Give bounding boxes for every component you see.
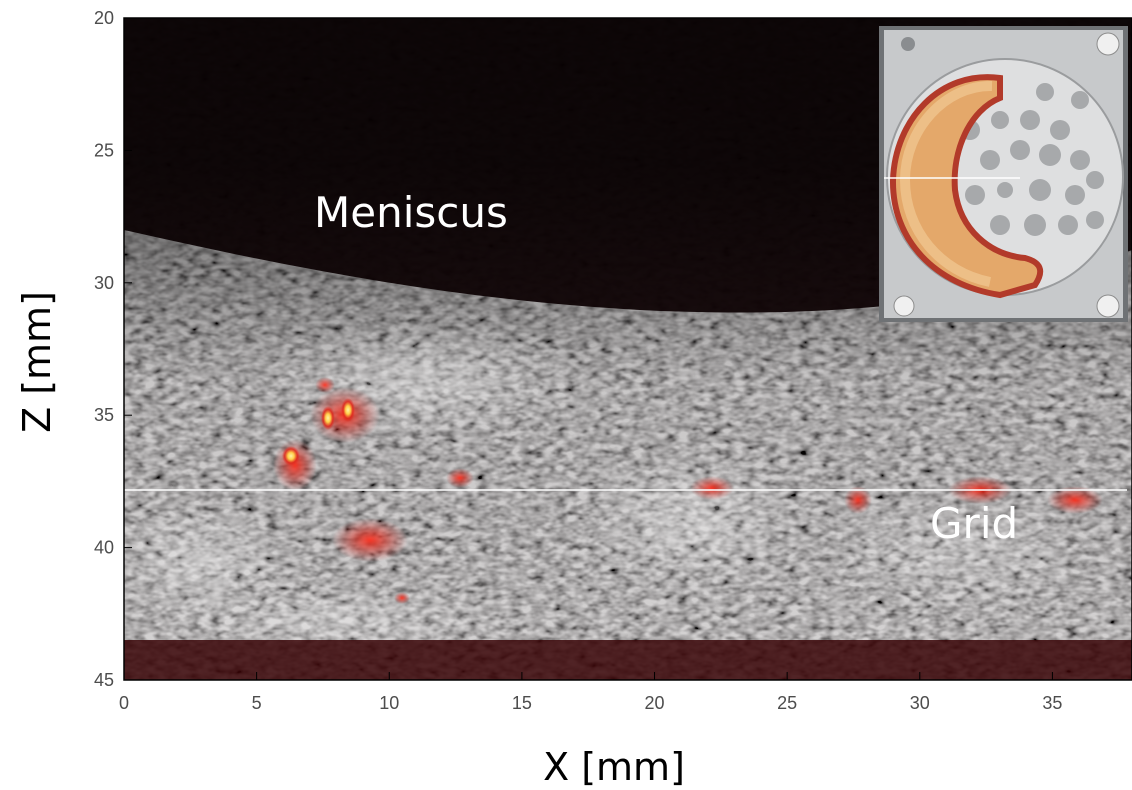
- y-tick-label: 30: [94, 273, 114, 293]
- x-tick-label: 25: [777, 693, 797, 713]
- x-tick-label: 10: [379, 693, 399, 713]
- meniscus-label: Meniscus: [314, 188, 508, 237]
- grid-label: Grid: [930, 499, 1018, 548]
- inset-photo: [879, 26, 1128, 322]
- y-tick-label: 25: [94, 140, 114, 160]
- y-tick-label: 20: [94, 8, 114, 28]
- x-tick-label: 20: [645, 693, 665, 713]
- y-tick-label: 45: [94, 670, 114, 690]
- y-tick-label: 35: [94, 405, 114, 425]
- y-axis: 20 25 30 35 40 45: [94, 8, 132, 690]
- x-axis-title: X [mm]: [543, 745, 685, 789]
- x-axis: 0 5 10 15 20 25 30 35: [119, 672, 1062, 713]
- x-tick-label: 30: [910, 693, 930, 713]
- plot-frame: [123, 17, 1132, 681]
- y-tick-label: 40: [94, 538, 114, 558]
- x-tick-label: 0: [119, 693, 129, 713]
- x-tick-label: 5: [252, 693, 262, 713]
- x-tick-label: 35: [1042, 693, 1062, 713]
- y-axis-title: Z [mm]: [15, 291, 59, 433]
- x-tick-label: 15: [512, 693, 532, 713]
